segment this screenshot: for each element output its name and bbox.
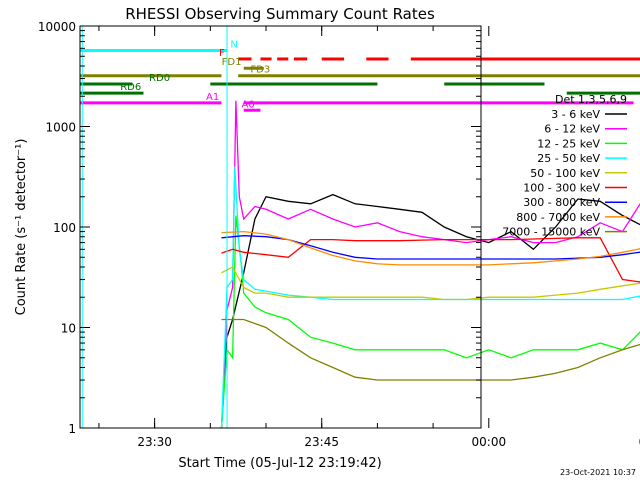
- legend-label-0: 3 - 6 keV: [551, 108, 600, 121]
- series-line-6: [221, 235, 640, 260]
- series-line-1: [220, 100, 640, 429]
- flag-label-FD3: FD3: [250, 65, 270, 76]
- axes: 23:3023:4500:0000:1500:3000:451101001000…: [38, 20, 640, 449]
- x-tick-label: 00:15: [639, 435, 640, 449]
- flag-bars: NFFD1FD3RD0RD6A1A0S: [80, 40, 640, 112]
- flag-label-RD0: RD0: [149, 73, 170, 84]
- legend-label-4: 50 - 100 keV: [530, 167, 600, 180]
- legend-label-8: 7000 - 15000 keV: [502, 226, 600, 239]
- flag-label-FD1: FD1: [222, 57, 242, 68]
- x-axis-label: Start Time (05-Jul-12 23:19:42): [178, 456, 381, 471]
- x-tick-label: 00:00: [472, 435, 507, 449]
- flag-label-F: F: [219, 48, 225, 59]
- series-line-8: [221, 318, 640, 381]
- legend-label-1: 6 - 12 keV: [544, 123, 600, 136]
- legend-label-5: 100 - 300 keV: [523, 182, 600, 195]
- series-line-3: [220, 166, 640, 429]
- y-axis-label: Count Rate (s⁻¹ detector⁻¹): [14, 139, 29, 316]
- legend-label-2: 12 - 25 keV: [537, 137, 600, 150]
- y-tick-label: 10000: [38, 20, 76, 34]
- legend-label-3: 25 - 50 keV: [537, 152, 600, 165]
- flag-label-A1: A1: [206, 92, 219, 103]
- legend-label-6: 300 - 800 keV: [523, 196, 600, 209]
- flag-label-A0: A0: [242, 99, 255, 110]
- y-tick-label: 1000: [45, 121, 76, 135]
- x-tick-label: 23:45: [304, 435, 339, 449]
- chart-title: RHESSI Observing Summary Count Rates: [125, 5, 435, 23]
- footer-date: 23-Oct-2021 10:37: [560, 468, 636, 477]
- series-line-2: [220, 215, 640, 429]
- series-line-5: [221, 237, 640, 283]
- y-tick-label: 100: [53, 221, 76, 235]
- y-tick-label: 10: [61, 322, 76, 336]
- series-line-7: [221, 230, 640, 266]
- series-line-0: [220, 193, 640, 429]
- legend-label-7: 800 - 7000 keV: [516, 211, 600, 224]
- flag-label-N: N: [230, 40, 237, 51]
- x-tick-label: 23:30: [137, 435, 172, 449]
- legend-title: Det 1,3,5,6,9: [555, 93, 627, 106]
- series-lines: [220, 100, 640, 429]
- series-line-4: [221, 266, 640, 301]
- y-tick-label: 1: [68, 422, 76, 436]
- flag-label-RD6: RD6: [120, 82, 141, 93]
